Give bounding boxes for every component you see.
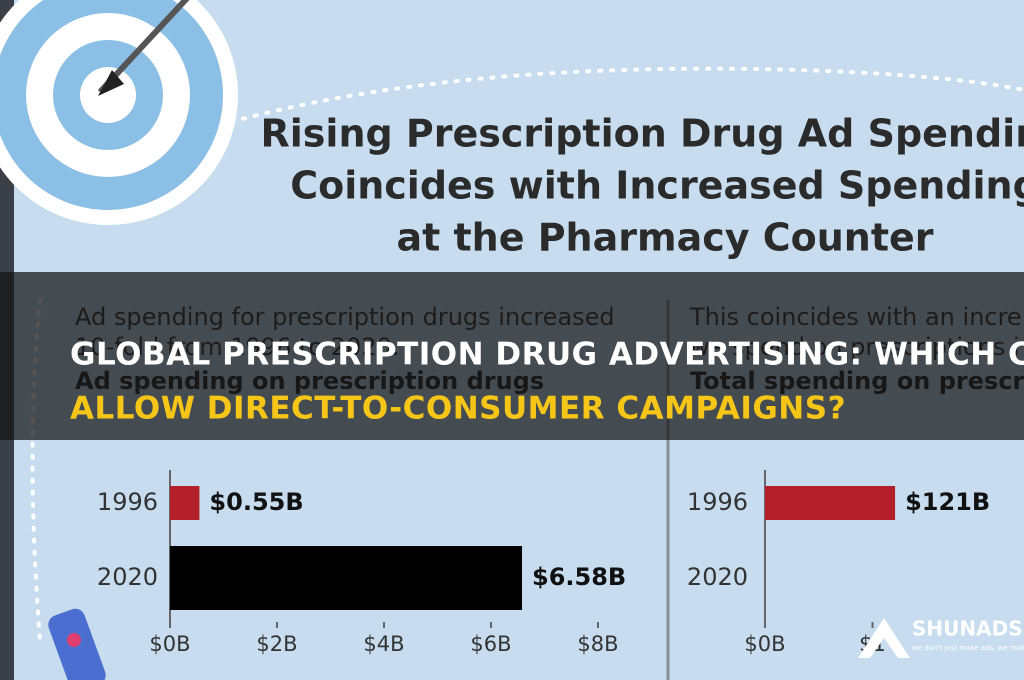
logo-tagline: we don't just make ads, we make impact <box>912 644 1024 652</box>
category-label: 1996 <box>97 488 158 516</box>
x-tick-label: $2B <box>256 632 297 656</box>
info-title: Coincides with Increased Spending <box>290 164 1024 208</box>
headline: ALLOW DIRECT-TO-CONSUMER CAMPAIGNS? <box>70 391 846 427</box>
x-tick-label: $0B <box>744 632 785 656</box>
overlay-band <box>0 272 1024 440</box>
x-tick-label: $6B <box>470 632 511 656</box>
info-title: Rising Prescription Drug Ad Spending <box>261 112 1024 156</box>
dotted-border <box>218 66 1024 127</box>
logo: SHUNADS we don't just make ads, we make … <box>858 617 1024 658</box>
value-label: $121B <box>905 488 990 516</box>
category-label: 1996 <box>687 488 748 516</box>
logo-name: SHUNADS <box>912 617 1023 641</box>
info-title: at the Pharmacy Counter <box>396 216 933 260</box>
x-tick-label: $4B <box>363 632 404 656</box>
value-label: $6.58B <box>532 563 626 591</box>
dotted-border <box>30 298 42 642</box>
remote-icon <box>48 608 106 680</box>
bar <box>765 486 896 520</box>
category-label: 2020 <box>97 563 158 591</box>
target-icon <box>0 0 238 225</box>
bar <box>170 546 523 610</box>
bar <box>170 486 200 520</box>
x-tick-label: $8B <box>577 632 618 656</box>
value-label: $0.55B <box>209 488 303 516</box>
x-tick-label: $0B <box>149 632 190 656</box>
headline: GLOBAL PRESCRIPTION DRUG ADVERTISING: WH… <box>70 337 1024 373</box>
category-label: 2020 <box>687 563 748 591</box>
